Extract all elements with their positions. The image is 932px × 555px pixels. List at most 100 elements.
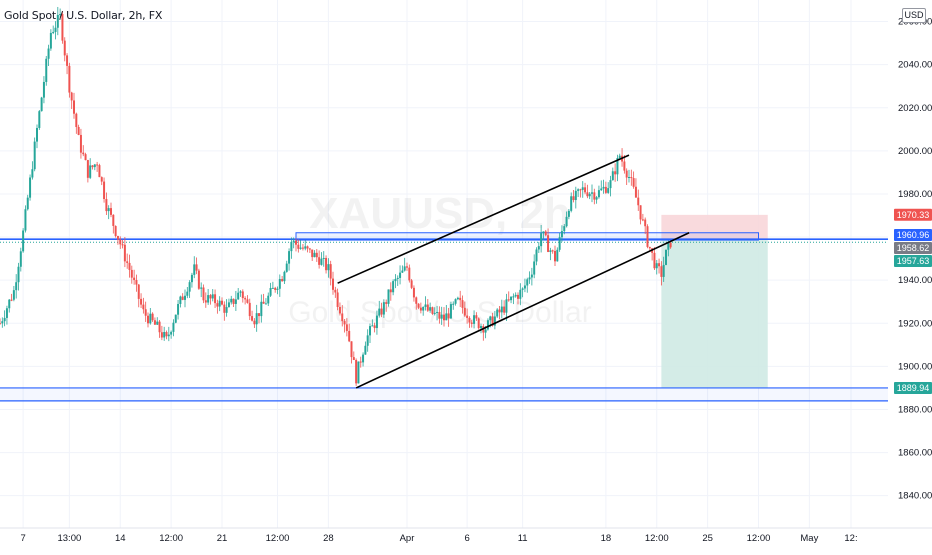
- candle-body: [12, 290, 15, 300]
- candle-body: [288, 251, 291, 264]
- x-tick-label: 12:00: [159, 533, 183, 544]
- price-label-box: [894, 228, 932, 241]
- candle-body: [597, 190, 600, 198]
- candle-body: [611, 171, 614, 181]
- candle-body: [396, 277, 399, 279]
- candle-body: [320, 258, 323, 265]
- candle-body: [484, 329, 487, 333]
- candle-body: [616, 157, 619, 175]
- candle-body: [327, 264, 330, 271]
- candle-body: [193, 264, 196, 275]
- take-profit-zone: [661, 240, 768, 389]
- candle-body: [591, 192, 593, 194]
- candle-body: [38, 111, 41, 128]
- candle-body: [84, 154, 87, 161]
- x-tick-label: 12:00: [266, 533, 290, 544]
- candle-body: [271, 287, 274, 289]
- candle-body: [549, 250, 552, 252]
- candle-body: [54, 27, 57, 32]
- candle-body: [89, 165, 92, 178]
- candle-body: [283, 271, 286, 282]
- candle-body: [533, 261, 536, 275]
- candle-body: [142, 304, 145, 310]
- candle-body: [447, 313, 450, 319]
- candle-body: [184, 295, 186, 300]
- candle-body: [510, 296, 513, 301]
- candle-body: [475, 315, 478, 319]
- candle-body: [470, 322, 473, 324]
- candle-body: [521, 288, 524, 290]
- y-tick-label: 1880.00: [898, 404, 932, 415]
- candle-body: [653, 252, 656, 269]
- y-tick-label: 1860.00: [898, 448, 932, 459]
- candle-body: [602, 186, 605, 189]
- candle-body: [49, 32, 52, 49]
- candle-body: [258, 313, 260, 317]
- candle-body: [329, 264, 332, 279]
- currency-selector[interactable]: USD: [902, 8, 926, 23]
- candle-body: [232, 298, 235, 304]
- candle-body: [362, 354, 365, 363]
- candle-body: [572, 196, 575, 201]
- candle-body: [486, 320, 489, 330]
- candle-body: [422, 306, 425, 311]
- resistance-zone: [295, 232, 759, 241]
- candle-body: [551, 250, 554, 252]
- candle-body: [565, 216, 568, 227]
- candle-body: [392, 281, 395, 293]
- candle-body: [526, 279, 529, 286]
- candle-body: [348, 330, 351, 342]
- candle-body: [574, 190, 577, 201]
- candle-body: [408, 267, 411, 281]
- candle-body: [281, 279, 284, 282]
- candle-body: [498, 309, 501, 313]
- candle-body: [204, 300, 207, 303]
- candle-body: [218, 300, 221, 307]
- candle-body: [639, 205, 642, 220]
- candle-body: [662, 264, 665, 277]
- candle-body: [547, 235, 550, 252]
- candle-body: [570, 196, 573, 211]
- candle-body: [338, 306, 341, 314]
- candle-body: [0, 323, 1, 325]
- candle-body: [45, 58, 48, 82]
- candle-body: [544, 231, 547, 236]
- candle-body: [306, 246, 309, 249]
- candle-body: [334, 289, 337, 293]
- x-tick-label: Apr: [400, 533, 415, 544]
- candle-body: [489, 316, 492, 321]
- candle-body: [623, 161, 626, 171]
- candle-body: [382, 302, 385, 315]
- y-tick-label: 1900.00: [898, 361, 932, 372]
- candle-body: [68, 65, 71, 93]
- y-tick-label: 1840.00: [898, 491, 932, 502]
- x-tick-label: 21: [217, 533, 228, 544]
- candle-body: [260, 301, 263, 317]
- candle-body: [604, 186, 607, 193]
- candle-body: [137, 284, 140, 299]
- candle-body: [144, 309, 147, 316]
- candle-body: [267, 295, 270, 304]
- x-tick-label: 13:00: [57, 533, 81, 544]
- candle-body: [505, 299, 508, 313]
- candle-body: [440, 314, 443, 319]
- y-tick-label: 1980.00: [898, 189, 932, 200]
- candle-body: [477, 318, 480, 329]
- candle-body: [246, 299, 249, 303]
- x-tick-label: 12:00: [747, 533, 771, 544]
- candle-body: [221, 300, 223, 305]
- candle-body: [133, 277, 136, 281]
- candle-body: [93, 164, 96, 168]
- candle-body: [308, 248, 311, 250]
- candle-body: [105, 199, 108, 212]
- candle-body: [387, 289, 390, 304]
- candle-body: [452, 303, 455, 305]
- candle-body: [96, 164, 99, 166]
- candle-body: [216, 303, 219, 307]
- candle-body: [403, 266, 406, 271]
- support-zone: [0, 387, 888, 401]
- candle-body: [357, 361, 360, 384]
- candle-body: [130, 269, 133, 278]
